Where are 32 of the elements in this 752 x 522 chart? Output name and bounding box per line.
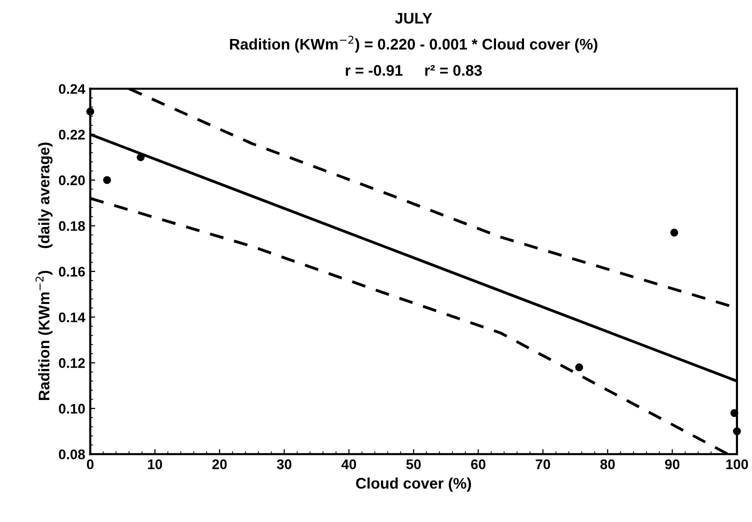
x-tick-label: 60 — [471, 459, 486, 470]
y-tick-label: 0.24 — [58, 84, 86, 94]
x-tick-label: 100 — [726, 459, 748, 470]
x-axis-title: Cloud cover (%) — [356, 478, 471, 492]
y-tick-label: 0.22 — [58, 130, 85, 140]
point — [86, 108, 94, 116]
x-tick-label: 80 — [600, 459, 615, 470]
x-tick-label: 10 — [148, 459, 162, 470]
x-tick-label: 90 — [665, 459, 680, 470]
chart-title: JULY — [395, 12, 432, 24]
y-tick-label: 0.10 — [58, 404, 85, 414]
y-tick-label: 0.20 — [58, 175, 85, 186]
point — [136, 153, 145, 162]
y-tick-label: 0.16 — [58, 266, 85, 277]
x-tick-label: 40 — [341, 459, 356, 470]
x-tick-label: 20 — [212, 459, 227, 470]
chart-subtitle: Radition (KWm$^{−2}$) = 0.220 - 0.001 * Cloud cover (%) — [230, 36, 598, 53]
text: r = -0.91 r² = 0.83 — [346, 65, 482, 76]
point — [730, 409, 738, 417]
x-tick-label: 50 — [406, 459, 421, 470]
y-tick-label: 0.08 — [58, 449, 85, 460]
point — [670, 228, 678, 237]
y-axis-title: Radition (KWm$^{−2}$) (daily average) — [36, 142, 53, 400]
y-tick-label: 0.18 — [58, 221, 85, 231]
y-tick-label: 0.14 — [58, 312, 86, 322]
point — [103, 176, 112, 184]
x-tick-label: 0 — [86, 459, 94, 470]
y-tick-label: 0.12 — [58, 358, 85, 368]
point — [733, 427, 741, 436]
x-tick-label: 30 — [276, 459, 292, 470]
x-tick-label: 70 — [536, 459, 550, 470]
point — [575, 363, 584, 372]
